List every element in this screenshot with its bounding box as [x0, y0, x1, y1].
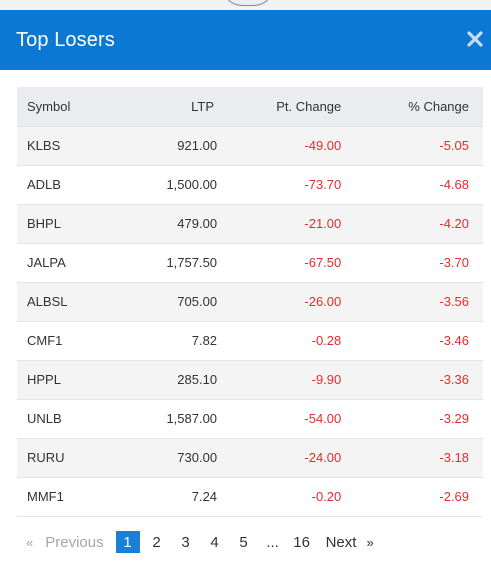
- cell-pt-change: -21.00: [304, 216, 342, 231]
- cell-ltp: 479.00: [177, 216, 218, 231]
- cell-symbol[interactable]: KLBS: [27, 138, 61, 153]
- cell-pt-change: -49.00: [304, 138, 342, 153]
- cell-pt-change: -26.00: [304, 294, 342, 309]
- cell-symbol[interactable]: RURU: [27, 450, 65, 465]
- cell-symbol[interactable]: HPPL: [27, 372, 61, 387]
- pagination: « Previous 1 2 3 4 5 ... 16 Next »: [26, 531, 374, 553]
- next-page-button[interactable]: Next »: [326, 531, 374, 553]
- table-row[interactable]: ALBSL 705.00 -26.00 -3.56: [17, 282, 483, 321]
- cell-pct-change: -4.20: [439, 216, 469, 231]
- cell-symbol[interactable]: MMF1: [27, 489, 64, 504]
- cell-pt-change: -0.20: [311, 489, 342, 504]
- table-row[interactable]: KLBS 921.00 -49.00 -5.05: [17, 126, 483, 165]
- cell-pt-change: -0.28: [311, 333, 342, 348]
- cell-pt-change: -67.50: [304, 255, 342, 270]
- table-header-row: Symbol LTP Pt. Change % Change: [17, 87, 483, 126]
- cell-pt-change: -54.00: [304, 411, 342, 426]
- cell-symbol[interactable]: ADLB: [27, 177, 61, 192]
- cell-pct-change: -2.69: [439, 489, 469, 504]
- cell-ltp: 1,757.50: [166, 255, 218, 270]
- cell-pct-change: -3.18: [439, 450, 469, 465]
- cell-pct-change: -3.36: [439, 372, 469, 387]
- column-header-pct-change[interactable]: % Change: [408, 98, 469, 114]
- cell-symbol[interactable]: BHPL: [27, 216, 61, 231]
- cell-pct-change: -3.56: [439, 294, 469, 309]
- cell-symbol[interactable]: JALPA: [27, 255, 66, 270]
- cell-pct-change: -3.46: [439, 333, 469, 348]
- page-3-button[interactable]: 3: [181, 533, 190, 551]
- previous-label: Previous: [45, 533, 104, 551]
- page-16-button[interactable]: 16: [293, 533, 310, 551]
- cell-pct-change: -4.68: [439, 177, 469, 192]
- cell-pt-change: -9.90: [311, 372, 342, 387]
- cell-symbol[interactable]: UNLB: [27, 411, 62, 426]
- table-row[interactable]: CMF1 7.82 -0.28 -3.46: [17, 321, 483, 360]
- column-header-pt-change[interactable]: Pt. Change: [276, 98, 342, 114]
- cell-pt-change: -73.70: [304, 177, 342, 192]
- table-row[interactable]: HPPL 285.10 -9.90 -3.36: [17, 360, 483, 399]
- cell-pct-change: -3.29: [439, 411, 469, 426]
- page-1-button[interactable]: 1: [115, 531, 140, 553]
- column-header-symbol[interactable]: Symbol: [27, 98, 71, 114]
- cell-ltp: 1,587.00: [166, 411, 218, 426]
- cell-pt-change: -24.00: [304, 450, 342, 465]
- table-row[interactable]: RURU 730.00 -24.00 -3.18: [17, 438, 483, 477]
- page-4-button[interactable]: 4: [210, 533, 219, 551]
- page-2-button[interactable]: 2: [152, 533, 161, 551]
- cell-ltp: 285.10: [177, 372, 218, 387]
- table-row[interactable]: UNLB 1,587.00 -54.00 -3.29: [17, 399, 483, 438]
- column-header-ltp[interactable]: LTP: [191, 98, 215, 114]
- next-label: Next: [325, 533, 357, 551]
- previous-page-button[interactable]: « Previous: [26, 531, 104, 553]
- cell-pct-change: -5.05: [439, 138, 469, 153]
- cell-symbol[interactable]: CMF1: [27, 333, 63, 348]
- close-icon[interactable]: [466, 30, 484, 48]
- table-row[interactable]: JALPA 1,757.50 -67.50 -3.70: [17, 243, 483, 282]
- cell-ltp: 921.00: [177, 138, 218, 153]
- cell-ltp: 1,500.00: [166, 177, 218, 192]
- table-row[interactable]: MMF1 7.24 -0.20 -2.69: [17, 477, 483, 516]
- cell-ltp: 705.00: [177, 294, 218, 309]
- modal-title: Top Losers: [16, 28, 115, 51]
- double-chevron-left-icon: «: [26, 534, 34, 550]
- table-row[interactable]: ADLB 1,500.00 -73.70 -4.68: [17, 165, 483, 204]
- pagination-ellipsis: ...: [266, 533, 279, 551]
- cell-ltp: 730.00: [177, 450, 218, 465]
- cell-ltp: 7.24: [191, 489, 218, 504]
- modal-header: Top Losers: [0, 10, 491, 70]
- cell-pct-change: -3.70: [439, 255, 469, 270]
- cell-symbol[interactable]: ALBSL: [27, 294, 68, 309]
- double-chevron-right-icon: »: [366, 534, 374, 550]
- table-row[interactable]: BHPL 479.00 -21.00 -4.20: [17, 204, 483, 243]
- cell-ltp: 7.82: [191, 333, 218, 348]
- top-losers-table: Symbol LTP Pt. Change % Change KLBS 921.…: [17, 87, 483, 517]
- page-5-button[interactable]: 5: [239, 533, 248, 551]
